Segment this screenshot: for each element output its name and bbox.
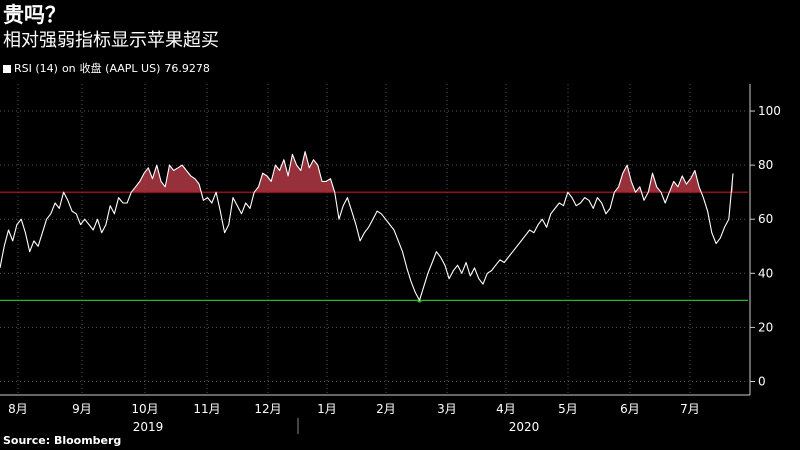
- x-tick-label-9: 4月: [496, 402, 516, 416]
- overbought-area: [254, 151, 335, 193]
- x-tick-label-3: 10月: [131, 402, 158, 416]
- chart-subtitle: 相对强弱指标显示苹果超买: [3, 30, 219, 51]
- source-note: Source: Bloomberg: [3, 434, 122, 447]
- x-tick-label-7: 2月: [376, 402, 396, 416]
- y-tick-label-20: 20: [758, 320, 773, 334]
- y-tick-label-0: 0: [758, 374, 766, 388]
- y-tick-label-80: 80: [758, 158, 773, 172]
- overbought-area: [648, 173, 661, 193]
- x-tick-label-8: 3月: [437, 402, 457, 416]
- legend-last-value: 76.9278: [164, 62, 210, 75]
- oversold-marker: [416, 299, 423, 303]
- x-tick-label-12: 7月: [680, 402, 700, 416]
- overbought-area: [614, 165, 636, 193]
- overbought-fills: [131, 151, 733, 193]
- x-tick-label-6: 1月: [317, 402, 337, 416]
- rsi-series-line: [0, 151, 734, 301]
- x-tick-label-11: 6月: [620, 402, 640, 416]
- x-year-label-2020: 2020: [509, 420, 540, 434]
- x-tick-label-5: 12月: [254, 402, 281, 416]
- overbought-area: [131, 165, 202, 193]
- y-tick-label-40: 40: [758, 266, 773, 280]
- legend-swatch: [3, 65, 11, 73]
- x-tick-label-4: 11月: [193, 402, 220, 416]
- series-layer: [0, 151, 734, 303]
- x-axis: 8月 9月 10月 11月 12月 1月 2月 3月 4月 5月 6月 7月 2019 2020: [0, 394, 750, 434]
- legend-on-label: on: [61, 62, 76, 75]
- x-tick-label-2: 9月: [72, 402, 92, 416]
- y-tick-label-100: 100: [758, 104, 781, 118]
- x-tick-label-10: 5月: [558, 402, 578, 416]
- y-tick-label-60: 60: [758, 212, 773, 226]
- x-tick-label-1: 8月: [8, 402, 28, 416]
- legend: RSI (14) on 收盘 (AAPL US) 76.9278: [3, 62, 214, 76]
- legend-field-label: 收盘 (AAPL US): [79, 62, 161, 75]
- grid: [0, 84, 748, 395]
- y-axis: 0 20 40 60 80 100: [749, 84, 781, 395]
- chart-title: 贵吗？: [3, 3, 66, 27]
- legend-series-label: RSI (14): [14, 62, 58, 75]
- x-year-label-2019: 2019: [133, 420, 164, 434]
- reference-lines: [0, 191, 748, 301]
